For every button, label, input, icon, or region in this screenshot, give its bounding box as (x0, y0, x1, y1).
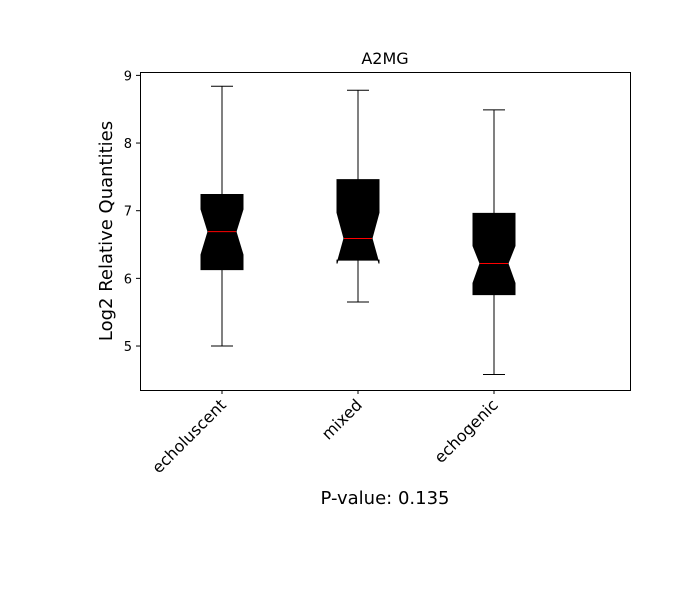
y-tick-label: 7 (124, 205, 132, 220)
x-tick-label: mixed (318, 395, 366, 443)
x-axis-label: P-value: 0.135 (321, 488, 450, 509)
notched-box (336, 179, 380, 264)
y-axis-label: Log2 Relative Quantities (96, 121, 117, 341)
y-tick-label: 5 (124, 340, 132, 355)
y-tick-label: 6 (124, 272, 132, 287)
notched-box (472, 212, 516, 296)
y-tick-label: 9 (124, 69, 132, 84)
box-echogenic (472, 109, 516, 375)
x-tick-label: echogenic (430, 395, 501, 466)
chart-title: A2MG (361, 49, 408, 68)
y-tick-label: 8 (124, 137, 132, 152)
box-mixed (336, 89, 380, 303)
box-echoluscent (200, 85, 244, 347)
x-tick-label: echoluscent (148, 395, 230, 477)
plot-area-frame (140, 72, 631, 391)
